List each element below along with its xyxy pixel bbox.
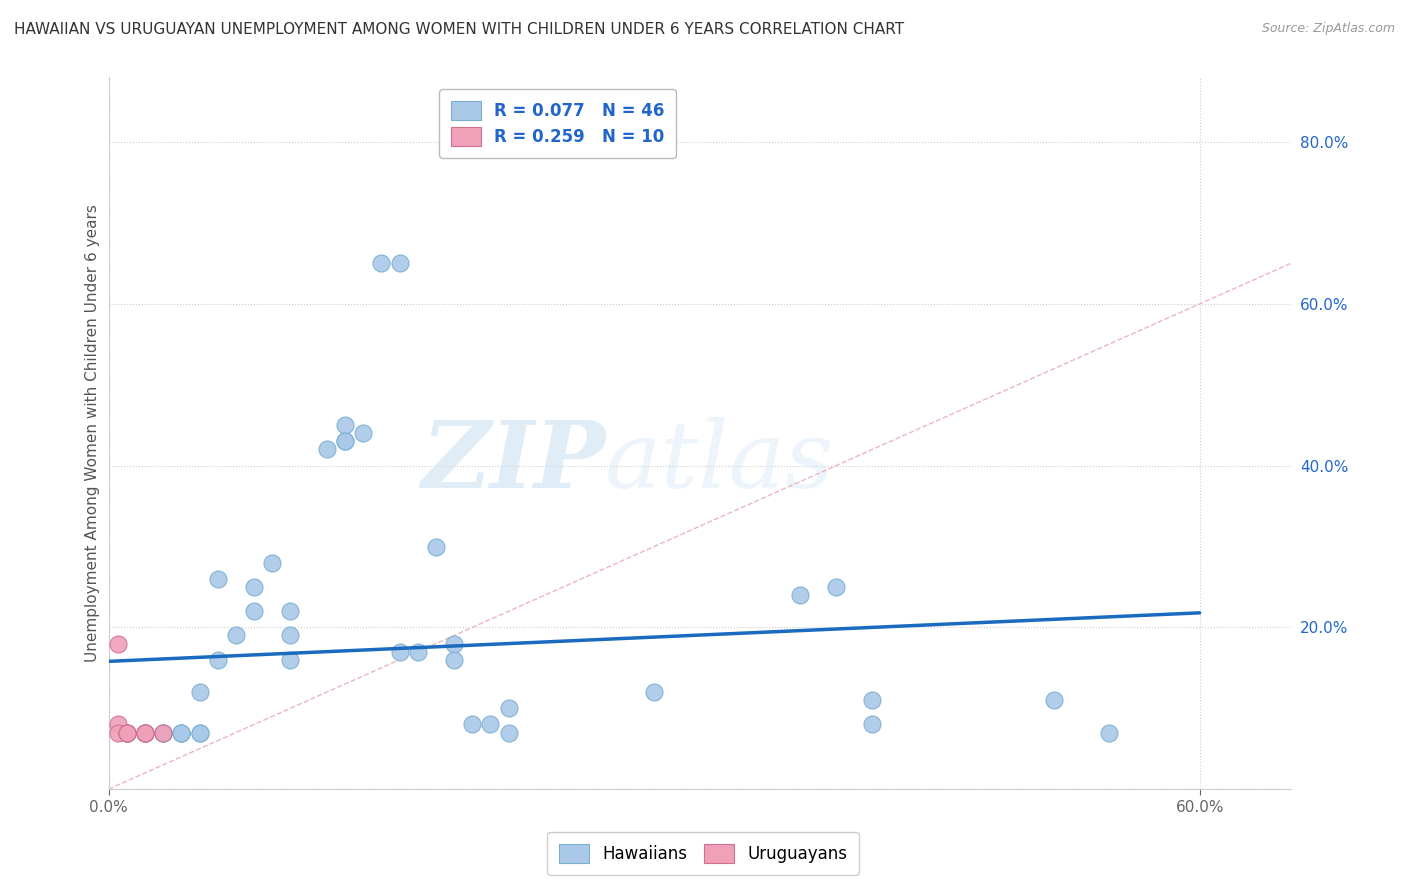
Text: ZIP: ZIP: [420, 417, 605, 507]
Point: [207, 572, 229, 586]
Point: [333, 418, 356, 433]
Point: [425, 540, 447, 554]
Point: [860, 693, 883, 707]
Point: [152, 725, 174, 739]
Legend: R = 0.077   N = 46, R = 0.259   N = 10: R = 0.077 N = 46, R = 0.259 N = 10: [439, 89, 676, 158]
Point: [225, 628, 247, 642]
Point: [333, 434, 356, 449]
Point: [152, 725, 174, 739]
Point: [370, 256, 392, 270]
Point: [207, 653, 229, 667]
Text: atlas: atlas: [605, 417, 835, 507]
Text: HAWAIIAN VS URUGUAYAN UNEMPLOYMENT AMONG WOMEN WITH CHILDREN UNDER 6 YEARS CORRE: HAWAIIAN VS URUGUAYAN UNEMPLOYMENT AMONG…: [14, 22, 904, 37]
Point: [115, 725, 138, 739]
Point: [188, 725, 211, 739]
Point: [352, 426, 374, 441]
Point: [443, 636, 465, 650]
Legend: Hawaiians, Uruguayans: Hawaiians, Uruguayans: [547, 832, 859, 875]
Point: [406, 645, 429, 659]
Point: [115, 725, 138, 739]
Point: [388, 256, 411, 270]
Y-axis label: Unemployment Among Women with Children Under 6 years: Unemployment Among Women with Children U…: [86, 204, 100, 662]
Point: [115, 725, 138, 739]
Point: [134, 725, 156, 739]
Point: [115, 725, 138, 739]
Point: [134, 725, 156, 739]
Point: [789, 588, 811, 602]
Point: [280, 653, 302, 667]
Point: [860, 717, 883, 731]
Point: [188, 685, 211, 699]
Point: [243, 580, 266, 594]
Point: [443, 653, 465, 667]
Point: [152, 725, 174, 739]
Point: [170, 725, 193, 739]
Point: [461, 717, 484, 731]
Point: [107, 725, 129, 739]
Point: [1043, 693, 1066, 707]
Point: [643, 685, 665, 699]
Point: [115, 725, 138, 739]
Point: [188, 725, 211, 739]
Point: [134, 725, 156, 739]
Point: [498, 725, 520, 739]
Point: [262, 556, 284, 570]
Point: [479, 717, 502, 731]
Point: [170, 725, 193, 739]
Point: [170, 725, 193, 739]
Point: [333, 434, 356, 449]
Text: Source: ZipAtlas.com: Source: ZipAtlas.com: [1261, 22, 1395, 36]
Point: [107, 717, 129, 731]
Point: [280, 604, 302, 618]
Point: [280, 628, 302, 642]
Point: [825, 580, 848, 594]
Point: [243, 604, 266, 618]
Point: [134, 725, 156, 739]
Point: [1098, 725, 1121, 739]
Point: [152, 725, 174, 739]
Point: [134, 725, 156, 739]
Point: [498, 701, 520, 715]
Point: [134, 725, 156, 739]
Point: [315, 442, 337, 457]
Point: [107, 636, 129, 650]
Point: [388, 645, 411, 659]
